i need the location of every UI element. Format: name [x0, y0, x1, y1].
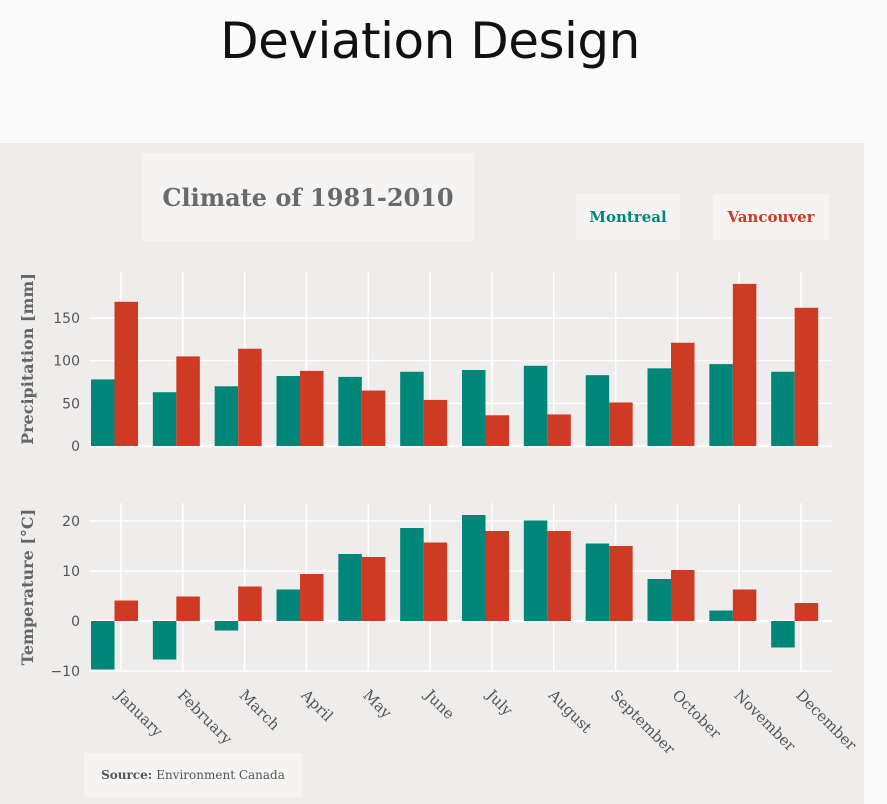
x-tick-label-april: April [297, 685, 337, 725]
bar-vancouver-november [732, 589, 757, 621]
legend-item-vancouver[interactable]: Vancouver [713, 194, 829, 240]
bar-vancouver-september [609, 402, 633, 446]
legend-label-vancouver: Vancouver [727, 208, 815, 226]
chart-panel [0, 143, 864, 804]
bar-vancouver-september [609, 546, 633, 621]
bar-vancouver-october [671, 342, 695, 446]
source-text: Environment Canada [156, 768, 285, 782]
bar-montreal-june [400, 371, 424, 446]
y-tick-label: 20 [62, 514, 80, 530]
subplot-0: 0 50 100 150 Precipitation [mm] [18, 272, 832, 455]
bar-vancouver-december [794, 603, 819, 621]
y-tick-label: 0 [71, 439, 80, 455]
bar-montreal-november [709, 364, 733, 446]
bar-vancouver-march [238, 348, 262, 446]
source-label: Source: [101, 768, 153, 782]
y-tick-label: −10 [50, 664, 80, 680]
y-axis-title: Temperature [°C] [18, 509, 37, 665]
bar-vancouver-august [547, 531, 571, 621]
x-tick-label-june: June [420, 685, 458, 723]
bar-vancouver-april [300, 370, 324, 446]
y-tick-label: 10 [62, 564, 80, 580]
bar-montreal-may [338, 554, 362, 621]
bar-montreal-september [585, 375, 610, 446]
y-tick-label: 50 [62, 396, 80, 412]
bar-vancouver-july [485, 415, 509, 446]
x-tick-label-february: February [174, 686, 236, 748]
y-tick-label: 0 [71, 614, 80, 630]
x-tick-label-july: July [482, 685, 517, 720]
bar-montreal-march [214, 621, 239, 631]
bar-vancouver-june [423, 399, 448, 446]
bar-montreal-march [214, 386, 239, 446]
x-tick-label-september: September [607, 686, 679, 758]
bar-montreal-august [523, 365, 548, 446]
bar-montreal-october [647, 368, 671, 446]
bar-vancouver-august [547, 414, 571, 446]
bar-montreal-february [152, 392, 177, 446]
bar-vancouver-february [176, 596, 200, 621]
slide-title: Deviation Design [220, 12, 640, 70]
subplot-1: −10 0 10 20 Temperature [°C] [18, 503, 832, 680]
bar-montreal-april [276, 376, 300, 446]
x-tick-label-october: October [669, 686, 726, 743]
legend-label-montreal: Montreal [589, 208, 667, 226]
bar-vancouver-april [300, 574, 324, 621]
bar-vancouver-may [361, 390, 386, 446]
bar-montreal-february [152, 621, 177, 660]
bar-montreal-january [91, 379, 115, 446]
bar-montreal-july [462, 515, 486, 621]
x-tick-label-august: August [544, 685, 595, 736]
bar-montreal-december [771, 371, 795, 446]
bar-montreal-december [771, 621, 795, 648]
bar-montreal-september [585, 543, 610, 621]
bar-montreal-may [338, 376, 362, 446]
x-tick-label-december: December [792, 686, 861, 755]
bar-montreal-july [462, 370, 486, 446]
bar-montreal-april [276, 589, 300, 621]
bar-vancouver-may [361, 557, 386, 621]
bar-montreal-january [91, 621, 115, 670]
bar-montreal-november [709, 610, 733, 621]
bar-vancouver-december [794, 307, 819, 446]
y-tick-label: 100 [53, 354, 80, 370]
bar-vancouver-january [114, 301, 138, 446]
bar-vancouver-july [485, 531, 509, 621]
x-tick-label-march: March [236, 686, 284, 734]
bar-vancouver-march [238, 586, 262, 621]
bar-vancouver-october [671, 570, 695, 621]
bar-montreal-august [523, 520, 548, 621]
bar-vancouver-june [423, 542, 448, 621]
legend-item-montreal[interactable]: Montreal [576, 194, 680, 240]
bar-vancouver-november [732, 283, 757, 446]
chart-title: Climate of 1981-2010 [142, 153, 474, 241]
y-tick-label: 150 [53, 311, 80, 327]
bar-montreal-june [400, 528, 424, 621]
bar-montreal-october [647, 579, 671, 621]
bar-vancouver-february [176, 356, 200, 446]
x-tick-label-january: January [111, 685, 167, 741]
x-tick-label-november: November [730, 686, 799, 755]
source-box: Source: Environment Canada [84, 753, 302, 797]
x-tick-label-may: May [359, 686, 395, 722]
y-axis-title: Precipitation [mm] [18, 273, 37, 445]
bar-vancouver-january [114, 600, 138, 621]
